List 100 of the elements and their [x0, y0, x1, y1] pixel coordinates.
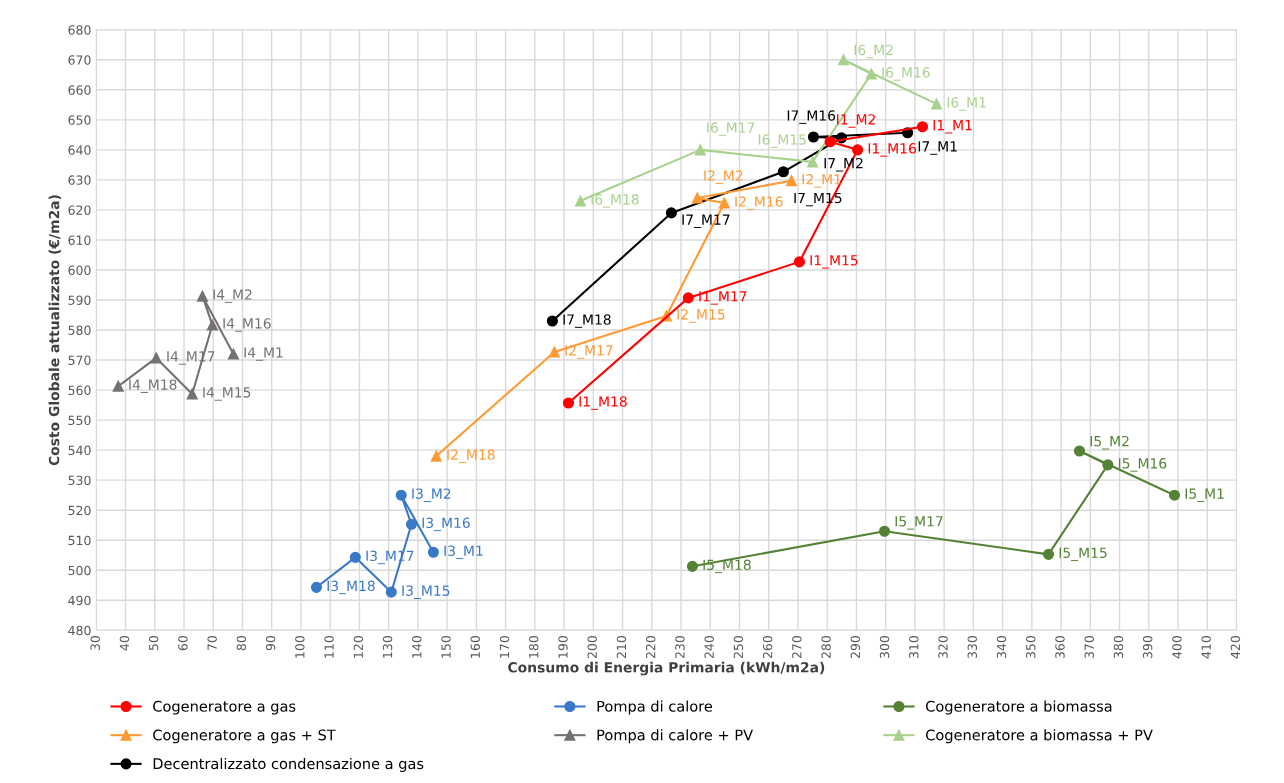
point: [385, 586, 397, 598]
legend-label: Cogeneratore a gas: [153, 700, 296, 715]
y-tick-label: 530: [68, 475, 91, 486]
legend-label: Cogeneratore a biomassa: [926, 700, 1112, 715]
point: [395, 489, 407, 501]
x-tick-label: 180: [529, 636, 539, 658]
annotation: I7_M18: [563, 314, 611, 328]
annotation: I3_M2: [412, 488, 451, 502]
annotation: I2_M18: [447, 449, 495, 463]
x-tick-label: 130: [382, 636, 393, 658]
legend-label: Pompa di calore + PV: [597, 729, 753, 744]
annotation: I4_M15: [203, 387, 251, 401]
x-tick-label: 70: [207, 636, 217, 651]
point: [878, 525, 891, 537]
x-tick-label: 170: [499, 636, 510, 658]
point: [718, 197, 730, 209]
point: [427, 546, 439, 558]
point: [150, 352, 162, 364]
x-tick-label: 390: [1142, 636, 1153, 659]
x-tick-label: 190: [558, 636, 568, 658]
legend-label: Pompa di calore: [597, 700, 713, 715]
annotation: I5_M15: [1059, 547, 1107, 562]
annotation: I6_M15: [758, 134, 806, 148]
x-tick-label: 400: [1172, 636, 1182, 659]
annotation: I3_M16: [422, 517, 470, 532]
annotation: I2_M2: [704, 170, 743, 184]
annotation: I1_M18: [579, 396, 627, 410]
point: [574, 195, 586, 207]
annotation: I3_M15: [402, 585, 450, 599]
point: [691, 192, 703, 204]
point: [694, 144, 706, 156]
x-tick-label: 160: [470, 636, 480, 658]
point: [824, 136, 836, 148]
x-tick-label: 350: [1026, 636, 1036, 659]
y-tick-label: 680: [68, 25, 91, 35]
x-tick-label: 120: [353, 636, 364, 658]
x-tick-label: 100: [295, 636, 305, 658]
point: [686, 560, 698, 572]
y-tick-label: 580: [68, 325, 91, 335]
point: [405, 518, 418, 530]
x-tick-label: 260: [762, 636, 773, 659]
x-tick-label: 60: [178, 636, 188, 651]
annotation: I3_M18: [327, 580, 375, 595]
y-tick-label: 490: [68, 595, 91, 606]
annotation: I1_M1: [933, 120, 972, 134]
y-tick-label: 600: [68, 265, 91, 275]
x-tick-label: 370: [1084, 636, 1094, 659]
point: [548, 346, 560, 358]
point: [196, 290, 208, 302]
x-tick-label: 360: [1055, 636, 1065, 659]
point: [916, 121, 929, 133]
y-tick-label: 500: [68, 565, 91, 576]
y-tick-label: 570: [68, 355, 91, 365]
annotation: I5_M1: [1185, 488, 1224, 502]
annotation: I2_M16: [735, 196, 783, 210]
annotation: I3_M1: [444, 545, 483, 560]
point: [546, 315, 558, 327]
y-tick-label: 550: [68, 415, 91, 426]
y-tick-label: 520: [68, 505, 91, 516]
y-tick-label: 610: [68, 235, 91, 245]
y-tick-label: 630: [68, 175, 91, 185]
x-tick-label: 200: [587, 636, 597, 659]
y-tick-label: 620: [68, 205, 91, 215]
point: [852, 144, 864, 156]
x-tick-label: 50: [148, 636, 159, 651]
annotation: I1_M16: [868, 143, 916, 157]
legend-label: Decentralizzato condensazione a gas: [153, 757, 424, 772]
annotation: I4_M18: [129, 379, 177, 393]
x-tick-label: 330: [967, 636, 977, 659]
legend-label: Cogeneratore a gas + ST: [153, 729, 336, 744]
x-tick-label: 300: [879, 636, 890, 659]
y-tick-label: 560: [68, 385, 91, 396]
annotation: I4_M1: [244, 347, 283, 361]
point: [227, 348, 239, 360]
x-axis-title: Consumo di Energia Primaria (kWh/m2a): [508, 661, 825, 676]
y-tick-label: 480: [68, 625, 91, 636]
point: [186, 388, 198, 400]
annotation: I4_M2: [213, 289, 252, 303]
point: [206, 319, 218, 331]
annotation: I1_M17: [699, 291, 747, 305]
point: [112, 380, 124, 392]
point: [838, 54, 850, 66]
annotation: I4_M16: [223, 318, 271, 332]
x-tick-label: 40: [119, 636, 130, 651]
point: [665, 207, 677, 219]
annotation: I2_M17: [565, 345, 613, 359]
point: [807, 131, 820, 143]
annotation: I7_M16: [787, 110, 836, 124]
x-tick-label: 270: [792, 636, 802, 659]
point: [430, 450, 442, 462]
x-tick-label: 340: [996, 636, 1007, 659]
annotation: I6_M16: [882, 67, 930, 81]
x-tick-label: 240: [704, 636, 714, 659]
annotation: I5_M18: [703, 559, 751, 574]
x-tick-label: 210: [616, 636, 627, 659]
point: [1042, 548, 1055, 560]
y-tick-label: 590: [68, 295, 91, 305]
point: [793, 256, 805, 268]
annotation: I7_M1: [918, 141, 957, 155]
x-tick-label: 310: [909, 636, 919, 659]
